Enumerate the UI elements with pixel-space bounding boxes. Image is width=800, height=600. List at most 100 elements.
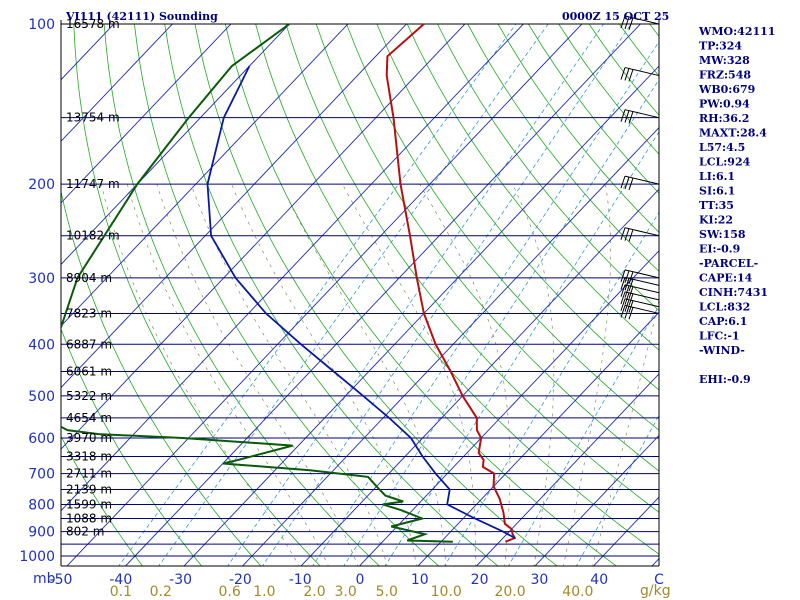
temperature-tick-label: 0 — [356, 572, 365, 588]
isotherm-line — [61, 24, 466, 450]
isotherm-line — [124, 24, 642, 566]
dewpoint-profile — [61, 24, 453, 543]
wind-barb-flag — [628, 177, 634, 191]
observation-time: 0000Z 15 OCT 25 — [562, 10, 669, 23]
index-line: -WIND- — [699, 344, 745, 357]
isotherm-line — [534, 434, 659, 566]
index-line: CINH:7431 — [699, 286, 768, 299]
temperature-tick-label: C — [654, 572, 664, 588]
temperature-tick-label: 40 — [590, 572, 608, 588]
mixing-ratio-tick-label: 0.2 — [150, 584, 172, 600]
dry-adiabat-line — [224, 24, 617, 566]
index-line: PW:0.94 — [699, 98, 750, 111]
wind-barb-staff — [624, 269, 660, 279]
height-label: 13754 m — [66, 111, 120, 125]
wind-barb-flag — [624, 176, 630, 190]
dry-adiabat-line — [406, 24, 659, 351]
index-line: -PARCEL- — [699, 257, 758, 270]
mixing-ratio-line — [261, 24, 632, 566]
isotherm-line — [66, 24, 583, 566]
moist-adiabat-line — [342, 183, 476, 566]
pressure-tick-label: 400 — [28, 337, 55, 353]
dry-adiabat-line — [134, 24, 440, 566]
wind-barb-flag — [628, 286, 634, 299]
dry-adiabat-line — [73, 24, 321, 566]
wind-barb-flag — [620, 269, 626, 282]
index-line: CAPE:14 — [699, 272, 753, 285]
wind-barbs — [620, 15, 660, 320]
mixing-ratio-tick-label: 3.0 — [334, 584, 356, 600]
pressure-tick-label: 700 — [28, 467, 55, 483]
temperature-tick-label: -40 — [109, 572, 132, 588]
wind-barb-staff — [624, 175, 660, 185]
moist-adiabat-line — [562, 184, 611, 566]
dry-adiabat-line — [103, 24, 380, 566]
wind-barb-staff — [624, 227, 660, 237]
dry-adiabat-line — [61, 189, 262, 566]
wind-barb-flag — [624, 110, 630, 123]
dry-adiabat-line — [376, 24, 659, 391]
height-label: 8904 m — [66, 271, 112, 285]
plot-frame — [60, 20, 660, 567]
parcel-profile — [206, 65, 516, 539]
wind-barb-staff — [624, 109, 660, 119]
wind-barb — [620, 227, 660, 242]
index-line: EHI:-0.9 — [699, 373, 751, 386]
mixing-ratio-lines — [118, 24, 659, 566]
pressure-tick-label: 1000 — [19, 549, 55, 565]
isotherm-line — [183, 65, 659, 566]
index-line: KI:22 — [699, 214, 733, 227]
wind-barb-flag — [620, 305, 626, 318]
pressure-tick-label: 600 — [28, 431, 55, 447]
mixing-ratio-tick-label: 40.0 — [562, 584, 593, 600]
index-line: SW:158 — [699, 228, 746, 241]
isotherm-line — [61, 24, 232, 204]
mixing-ratio-line — [384, 131, 659, 566]
wind-barb — [620, 67, 660, 82]
wind-barb-flag — [620, 109, 626, 122]
mixing-ratio-tick-label: 2.0 — [303, 584, 325, 600]
wind-barb-flag — [628, 229, 634, 242]
wind-barb-flag — [624, 306, 630, 319]
wind-barb-flag — [620, 227, 626, 240]
moist-adiabats — [100, 183, 659, 566]
pressure-tick-label: 500 — [28, 389, 55, 405]
wind-barb — [620, 269, 660, 284]
height-label: 5322 m — [66, 389, 112, 403]
temperature-profile — [385, 24, 517, 543]
pressure-tick-label: 200 — [28, 177, 55, 193]
height-label: 7823 m — [66, 306, 112, 320]
isotherm-line — [0, 12, 8, 567]
moist-adiabat-line — [231, 183, 417, 566]
mixing-ratio-line — [227, 24, 604, 566]
temperature-tick-label: 20 — [471, 572, 489, 588]
mixing-ratio-tick-label: 1.0 — [253, 584, 275, 600]
wind-barb-flag — [624, 228, 630, 241]
wind-barb — [620, 276, 660, 292]
dry-adiabat-line — [285, 24, 659, 513]
wind-barb-flag — [628, 69, 634, 82]
isotherm-line — [61, 24, 525, 512]
mixing-ratio-tick-label: 20.0 — [494, 584, 525, 600]
wind-barb-flag — [620, 15, 626, 29]
dry-adiabats — [61, 24, 659, 566]
wind-barb-flag — [624, 270, 630, 283]
index-line: MW:328 — [699, 54, 750, 67]
wind-barb-staff — [624, 15, 660, 25]
wind-barb — [620, 109, 660, 124]
isotherm-line — [61, 24, 291, 266]
pressure-tick-label: 100 — [28, 17, 55, 33]
height-label: 1599 m — [66, 497, 112, 511]
index-line: LCL:832 — [699, 301, 750, 314]
wind-barb-flag — [620, 175, 626, 189]
temperature-tick-label: -20 — [229, 572, 252, 588]
isotherm-line — [0, 12, 67, 567]
dry-adiabat-line — [437, 24, 659, 312]
temperature-tick-label: 10 — [411, 572, 429, 588]
temperature-tick-label: 30 — [530, 572, 548, 588]
wind-barb-staff — [624, 291, 660, 301]
mixing-ratio-line — [158, 24, 549, 566]
wind-barb-staff — [624, 298, 660, 308]
wind-barb-flag — [624, 16, 630, 30]
